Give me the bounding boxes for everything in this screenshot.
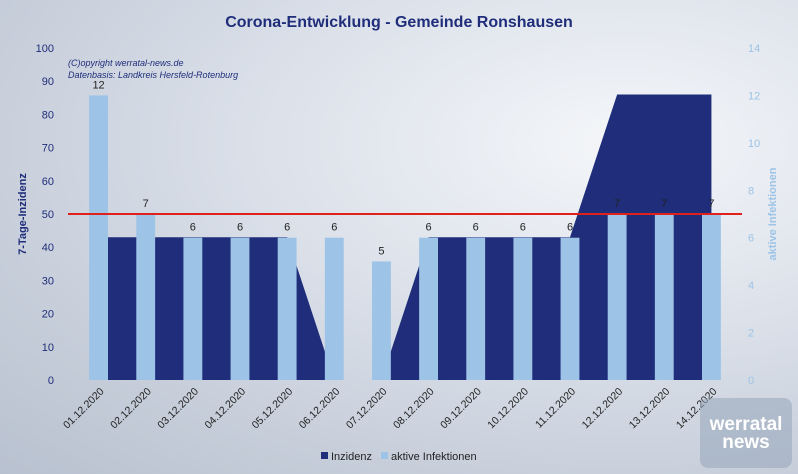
y-tick-left: 0 (48, 375, 54, 387)
y-tick-right: 6 (748, 233, 754, 245)
infection-bar (277, 237, 297, 380)
y-tick-left: 10 (42, 342, 54, 354)
bar-data-label: 6 (331, 222, 337, 234)
x-tick-label: 12.12.2020 (580, 386, 626, 432)
bar-data-label: 7 (143, 198, 149, 210)
infection-bar (513, 237, 533, 380)
infection-bar (230, 237, 250, 380)
y-tick-right: 8 (748, 185, 754, 197)
bar-data-label: 6 (520, 222, 526, 234)
bar-data-label: 7 (661, 198, 667, 210)
legend-label-infektionen: aktive Infektionen (391, 451, 477, 463)
x-tick-label: 01.12.2020 (61, 386, 107, 432)
logo-line-1: werratal (709, 414, 783, 435)
x-tick-label: 07.12.2020 (344, 386, 390, 432)
y-axis-left-label: 7-Tage-Inzidenz (17, 173, 29, 255)
x-tick-label: 08.12.2020 (391, 386, 437, 432)
infection-bar (560, 237, 580, 380)
infection-bar (183, 237, 203, 380)
infection-bar (419, 237, 438, 380)
infection-bar (654, 214, 674, 380)
bar-data-label: 12 (92, 79, 104, 91)
bar-data-label: 6 (237, 222, 243, 234)
bar-data-label: 6 (567, 222, 573, 234)
y-axis-right-label: aktive Infektionen (767, 167, 779, 260)
infection-bar (702, 214, 721, 380)
y-tick-right: 14 (748, 43, 760, 55)
bar-data-label: 6 (473, 222, 479, 234)
source-note: Datenbasis: Landkreis Hersfeld-Rotenburg (68, 70, 238, 80)
bar-data-label: 7 (708, 198, 714, 210)
infection-bar (372, 261, 391, 380)
bar-data-label: 6 (190, 222, 196, 234)
chart-title: Corona-Entwicklung - Gemeinde Ronshausen (225, 14, 573, 31)
inzidenz-area (98, 94, 712, 380)
infection-bar (324, 237, 344, 380)
logo-line-2: news (722, 432, 770, 453)
x-tick-label: 09.12.2020 (438, 386, 484, 432)
y-tick-right: 2 (748, 328, 754, 340)
bar-data-label: 6 (284, 222, 290, 234)
y-tick-left: 60 (42, 176, 54, 188)
y-tick-right: 10 (748, 138, 760, 150)
legend-label-inzidenz: Inzidenz (331, 451, 372, 463)
y-tick-left: 30 (42, 275, 54, 287)
x-tick-label: 05.12.2020 (250, 386, 296, 432)
x-tick-label: 02.12.2020 (108, 386, 154, 432)
x-tick-label: 13.12.2020 (627, 386, 673, 432)
infection-bar (136, 214, 156, 380)
y-tick-left: 90 (42, 76, 54, 88)
y-tick-left: 40 (42, 242, 54, 254)
y-tick-left: 80 (42, 109, 54, 121)
infection-bar (607, 214, 627, 380)
bar-data-label: 6 (426, 222, 432, 234)
x-tick-label: 03.12.2020 (155, 386, 201, 432)
infection-bar (466, 237, 486, 380)
werratal-news-logo: werratal news (700, 398, 792, 468)
y-tick-right: 0 (748, 375, 754, 387)
infection-bar (89, 95, 108, 380)
legend-swatch-infektionen (381, 452, 388, 459)
y-tick-left: 100 (36, 43, 54, 55)
y-tick-right: 4 (748, 280, 754, 292)
bar-data-label: 7 (614, 198, 620, 210)
bar-data-label: 5 (378, 245, 384, 257)
y-tick-right: 12 (748, 90, 760, 102)
copyright-note: (C)opyright werratal-news.de (68, 58, 184, 68)
y-tick-left: 50 (42, 209, 54, 221)
y-tick-left: 70 (42, 143, 54, 155)
legend-swatch-inzidenz (321, 452, 328, 459)
y-tick-left: 20 (42, 309, 54, 321)
x-tick-label: 06.12.2020 (297, 386, 343, 432)
x-tick-label: 11.12.2020 (533, 386, 578, 431)
x-tick-label: 04.12.2020 (202, 386, 248, 432)
x-tick-label: 10.12.2020 (485, 386, 531, 432)
